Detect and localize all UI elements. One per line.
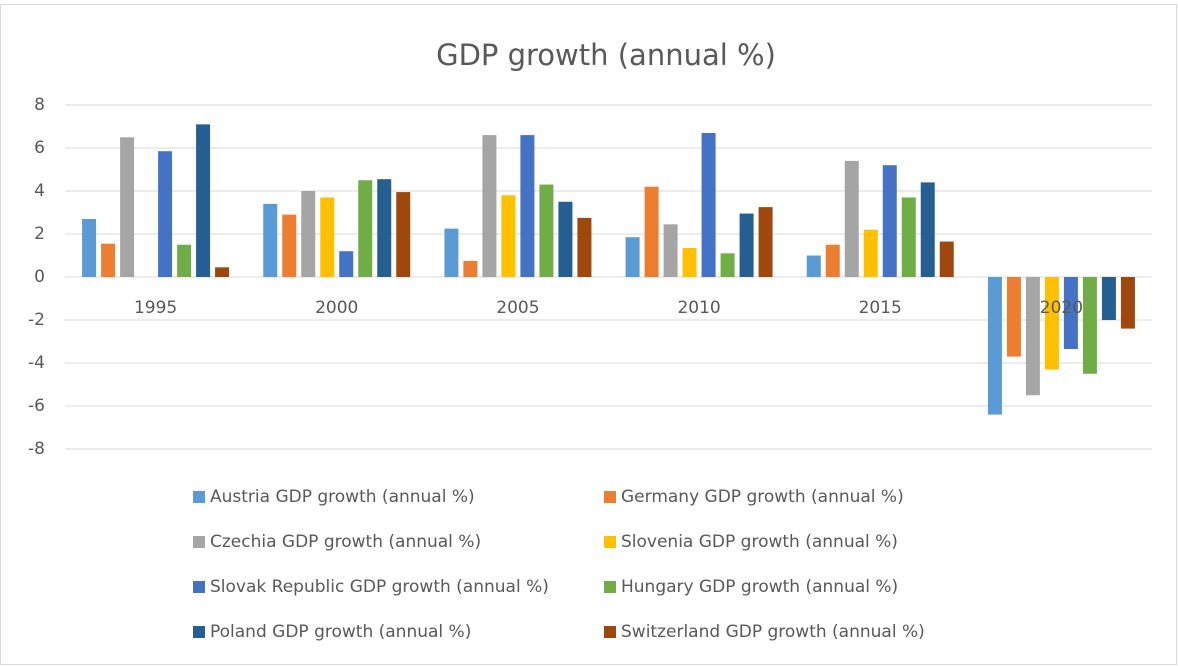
bar xyxy=(939,241,954,277)
legend-swatch xyxy=(604,491,616,503)
y-tick-label: 0 xyxy=(34,267,45,287)
bar xyxy=(863,229,878,277)
bar xyxy=(177,244,192,277)
y-tick-label: -6 xyxy=(28,396,45,416)
x-tick-label: 2000 xyxy=(315,298,358,318)
x-tick-label: 2015 xyxy=(859,298,902,318)
bar xyxy=(1063,277,1078,350)
y-tick-label: 2 xyxy=(34,224,45,244)
bar xyxy=(987,277,1002,415)
bar xyxy=(806,255,821,277)
bar xyxy=(825,244,840,277)
bar xyxy=(844,160,859,277)
bar xyxy=(120,137,135,277)
bar xyxy=(158,151,173,277)
y-tick-label: -2 xyxy=(28,310,45,330)
bar xyxy=(682,247,697,277)
bar xyxy=(577,217,592,277)
bar xyxy=(901,197,916,277)
bar xyxy=(663,224,678,277)
y-tick-label: 8 xyxy=(34,95,45,115)
bar xyxy=(282,214,297,277)
bar xyxy=(263,203,278,277)
bar xyxy=(320,197,335,277)
bar xyxy=(82,218,97,277)
bar xyxy=(625,237,640,277)
bar xyxy=(463,260,478,277)
legend-swatch xyxy=(193,581,205,593)
x-tick-label: 2020 xyxy=(1040,298,1083,318)
bar xyxy=(101,243,116,277)
bar xyxy=(882,165,897,277)
legend-swatch xyxy=(604,581,616,593)
x-tick-label: 1995 xyxy=(134,298,177,318)
bar xyxy=(558,201,573,277)
bar xyxy=(1006,277,1021,357)
legend-swatch xyxy=(193,626,205,638)
bar xyxy=(701,132,716,277)
bar xyxy=(1120,277,1135,329)
bar xyxy=(720,253,735,277)
bar xyxy=(920,182,935,277)
bar xyxy=(444,228,459,277)
y-tick-label: 4 xyxy=(34,181,45,201)
legend-label: Slovak Republic GDP growth (annual %) xyxy=(210,577,549,597)
x-tick-label: 2005 xyxy=(496,298,539,318)
x-tick-label: 2010 xyxy=(677,298,720,318)
bar xyxy=(196,124,211,277)
y-tick-label: -4 xyxy=(28,353,45,373)
bar xyxy=(539,184,554,277)
legend-swatch xyxy=(604,626,616,638)
bar xyxy=(358,180,373,277)
legend-label: Austria GDP growth (annual %) xyxy=(210,487,475,507)
bar xyxy=(1025,277,1040,396)
bar xyxy=(644,186,659,277)
bar xyxy=(1101,277,1116,320)
bar xyxy=(339,251,354,277)
chart-border xyxy=(0,4,1177,665)
bar xyxy=(396,192,411,277)
legend-swatch xyxy=(193,536,205,548)
bar xyxy=(377,179,392,277)
bar xyxy=(215,267,230,277)
bar xyxy=(758,207,773,277)
legend-label: Slovenia GDP growth (annual %) xyxy=(621,532,898,552)
legend-label: Czechia GDP growth (annual %) xyxy=(210,532,481,552)
bar xyxy=(1082,277,1097,374)
chart-title: GDP growth (annual %) xyxy=(436,38,776,72)
legend-label: Hungary GDP growth (annual %) xyxy=(621,577,898,597)
bar xyxy=(1044,277,1059,370)
bar xyxy=(739,213,754,277)
legend-swatch xyxy=(604,536,616,548)
legend-label: Poland GDP growth (annual %) xyxy=(210,622,471,642)
legend-label: Germany GDP growth (annual %) xyxy=(621,487,904,507)
bar xyxy=(301,191,316,277)
y-tick-label: 6 xyxy=(34,138,45,158)
legend-swatch xyxy=(193,491,205,503)
legend-label: Switzerland GDP growth (annual %) xyxy=(621,622,925,642)
bar xyxy=(501,195,516,277)
bar xyxy=(482,135,497,277)
y-tick-label: -8 xyxy=(28,439,45,459)
bar xyxy=(520,135,535,277)
